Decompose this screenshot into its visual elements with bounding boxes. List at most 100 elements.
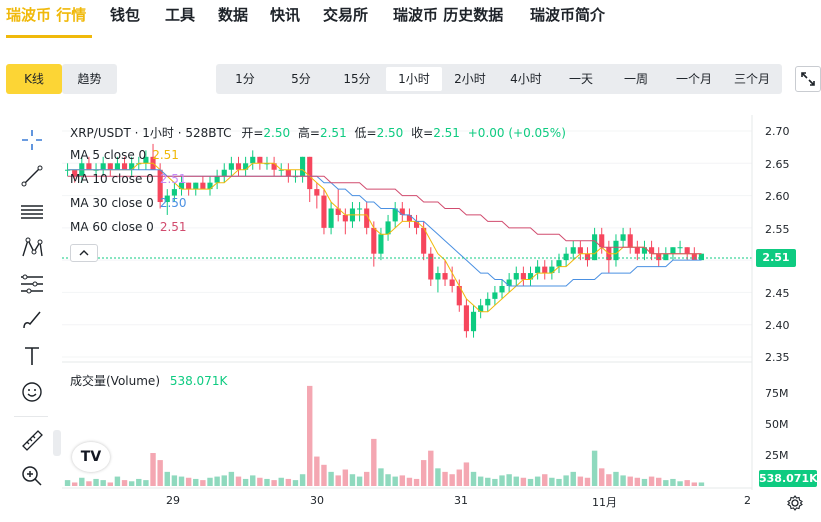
volume-bar — [228, 471, 235, 486]
legend-collapse-button[interactable] — [70, 244, 98, 262]
candle-body — [193, 182, 199, 190]
trend-line-icon[interactable] — [18, 162, 46, 190]
nav-tab-exchanges[interactable]: 交易所 — [323, 6, 369, 24]
interval-2h[interactable]: 2小时 — [454, 72, 486, 86]
volume-bar — [363, 471, 370, 486]
candle-body — [72, 169, 78, 177]
volume-bar — [107, 482, 114, 486]
volume-tag: 538.071K — [759, 470, 818, 487]
candle-body — [328, 208, 334, 228]
volume-bars — [64, 385, 705, 486]
candle-body — [485, 298, 491, 306]
nav-tab-history[interactable]: 瑞波币 历史数据 — [393, 6, 504, 24]
interval-1h[interactable]: 1小时 — [386, 67, 442, 91]
fib-icon[interactable] — [18, 270, 46, 298]
candle-body — [357, 208, 363, 210]
price-tick: 2.70 — [765, 125, 790, 138]
candle-body — [499, 285, 505, 293]
text-icon[interactable] — [18, 342, 46, 370]
nav-tab-wallet[interactable]: 钱包 — [110, 6, 141, 24]
candle-body — [670, 247, 676, 254]
interval-1m[interactable]: 1分 — [235, 72, 255, 86]
interval-5m[interactable]: 5分 — [291, 72, 311, 86]
volume-bar — [563, 475, 569, 486]
interval-1w[interactable]: 一周 — [623, 72, 648, 86]
tradingview-logo[interactable]: TV — [72, 442, 110, 472]
volume-bar — [385, 474, 391, 486]
volume-bar — [64, 480, 71, 486]
tab-trend[interactable]: 趋势 — [62, 64, 117, 94]
candle-body — [549, 266, 555, 274]
volume-bar — [342, 469, 349, 486]
candle-body — [627, 234, 633, 248]
candle-body — [228, 163, 234, 170]
volume-bar — [492, 478, 498, 486]
ma10-legend[interactable]: MA 10 close 0 2.51 — [70, 172, 187, 189]
tab-kline[interactable]: K线 — [6, 64, 62, 94]
interval-selector: 1分 5分 15分 1小时 2小时 4小时 一天 一周 一个月 三个月 — [216, 64, 782, 94]
volume-bar — [335, 475, 341, 486]
pattern-icon[interactable] — [18, 234, 46, 262]
volume-bar — [534, 476, 541, 486]
volume-bar — [328, 471, 334, 486]
candle-body — [592, 234, 598, 261]
zoom-in-icon[interactable] — [18, 462, 46, 490]
ma60-value: 2.51 — [159, 220, 187, 234]
interval-4h[interactable]: 4小时 — [510, 72, 542, 86]
volume-bar — [171, 475, 178, 486]
interval-1d[interactable]: 一天 — [568, 72, 593, 86]
price-tick: 2.60 — [765, 190, 790, 203]
ohlc-legend: XRP/USDT · 1小时 · 528BTC 开=2.50 高=2.51 低=… — [70, 124, 566, 141]
ma30-legend[interactable]: MA 30 close 0 2.50 — [70, 196, 187, 213]
volume-bar — [79, 477, 85, 486]
volume-bar — [449, 474, 455, 486]
candle-body — [392, 208, 398, 222]
interval-15m[interactable]: 15分 — [343, 72, 371, 86]
candle-body — [399, 208, 405, 215]
nav-tab-xrp-market[interactable]: 瑞波币 行情 — [6, 6, 87, 24]
candle-body — [684, 247, 690, 254]
gear-icon[interactable] — [786, 494, 804, 512]
ma60-legend[interactable]: MA 60 close 0 2.51 — [70, 220, 187, 237]
nav-tab-data[interactable]: 数据 — [218, 6, 249, 24]
candle-body — [171, 189, 177, 196]
nav-tab-intro[interactable]: 瑞波币简介 — [530, 6, 606, 24]
candle-body — [456, 285, 462, 306]
candle-body — [321, 195, 327, 228]
candle-body — [535, 266, 541, 274]
volume-bar — [670, 478, 676, 486]
candle-body — [285, 169, 291, 177]
volume-bar — [221, 475, 227, 486]
volume-bar — [406, 477, 413, 486]
emoji-icon[interactable] — [18, 378, 46, 406]
volume-bar — [684, 480, 690, 486]
volume-bar — [378, 468, 384, 486]
candle-body — [634, 247, 640, 254]
interval-3mo[interactable]: 三个月 — [733, 72, 770, 86]
candle-body — [93, 169, 99, 171]
brush-icon[interactable] — [18, 306, 46, 334]
volume-bar — [677, 481, 683, 486]
time-tick: 30 — [310, 494, 324, 507]
horizontal-lines-icon[interactable] — [18, 198, 46, 226]
toolbar-collapse-handle[interactable] — [53, 430, 61, 456]
nav-tab-tools[interactable]: 工具 — [165, 6, 196, 24]
volume-bar — [520, 477, 527, 486]
volume-bar — [442, 471, 448, 486]
candle-body — [613, 240, 619, 261]
candle-body — [413, 221, 420, 228]
ruler-icon[interactable] — [18, 426, 46, 454]
candle-body — [435, 273, 441, 280]
volume-bar — [200, 480, 206, 486]
ma5-legend[interactable]: MA 5 close 0 2.51 — [70, 148, 179, 165]
candle-body — [577, 247, 583, 254]
volume-bar — [121, 480, 128, 486]
crosshair-icon[interactable] — [18, 126, 46, 154]
candle-body — [492, 292, 498, 299]
nav-tab-news[interactable]: 快讯 — [270, 6, 301, 24]
candle-body — [570, 247, 576, 254]
chevron-up-icon — [79, 250, 89, 256]
volume-bar — [641, 478, 648, 486]
interval-1mo[interactable]: 一个月 — [675, 72, 712, 86]
